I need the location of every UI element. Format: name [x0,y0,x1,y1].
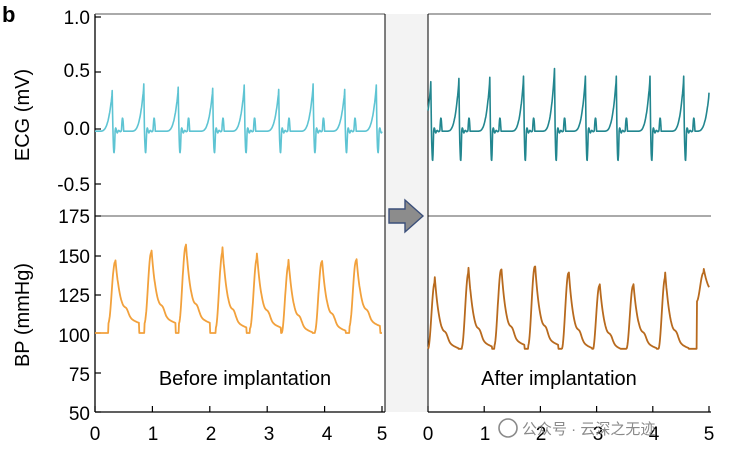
ecg-y-tick-label: 1.0 [64,8,90,29]
annotation-before: Before implantation [159,368,331,390]
bp-y-axis-title: BP (mmHg) [12,263,34,367]
x-tick-marks [94,406,710,412]
ecg-y-tick-label: -0.5 [57,175,90,196]
ecg-y-tick-label: 0.5 [64,61,90,82]
bp-y-tick-label: 125 [58,286,90,307]
x-tick-label: 0 [423,424,434,445]
ecg-y-tick-label: 0.0 [64,119,90,140]
bp-plot-frame [94,14,711,413]
x-tick-labels-after: 0 1 2 3 4 5 [423,424,715,445]
series-line-bp-after [427,265,710,350]
watermark: 公众号 · 云深之无迹 [498,418,655,438]
x-tick-label: 4 [322,424,333,445]
bp-y-tick-labels: 175 150 125 100 75 50 [58,207,90,425]
annotation-after: After implantation [481,368,637,390]
x-tick-label: 3 [264,424,275,445]
panel-label: b [2,2,15,27]
x-tick-label: 3 [593,424,604,445]
x-tick-label: 1 [148,424,159,445]
x-tick-label: 0 [90,424,101,445]
x-tick-label: 2 [536,424,547,445]
ecg-plot-frame [94,13,711,216]
x-tick-label: 4 [649,424,660,445]
series-line-ecg-before [94,83,383,154]
ecg-y-tick-labels: 1.0 0.5 0.0 -0.5 [57,8,90,196]
y-tick-marks [95,16,101,413]
series-line-bp-before [94,243,383,334]
wechat-icon [498,418,518,438]
bp-y-tick-label: 150 [58,247,90,268]
x-tick-label: 5 [377,424,388,445]
x-tick-labels-before: 0 1 2 3 4 5 [90,424,388,445]
x-tick-label: 1 [480,424,491,445]
bp-y-tick-label: 75 [69,365,90,386]
watermark-text: 公众号 · 云深之无迹 [522,421,655,438]
series-line-ecg-after [427,67,710,162]
transition-arrow-icon [388,198,425,234]
bp-y-tick-label: 100 [58,326,90,347]
bp-y-tick-label: 175 [58,207,90,228]
x-tick-label: 5 [704,424,715,445]
x-tick-label: 2 [206,424,217,445]
ecg-y-axis-title: ECG (mV) [12,69,34,161]
bp-y-tick-label: 50 [69,404,90,425]
